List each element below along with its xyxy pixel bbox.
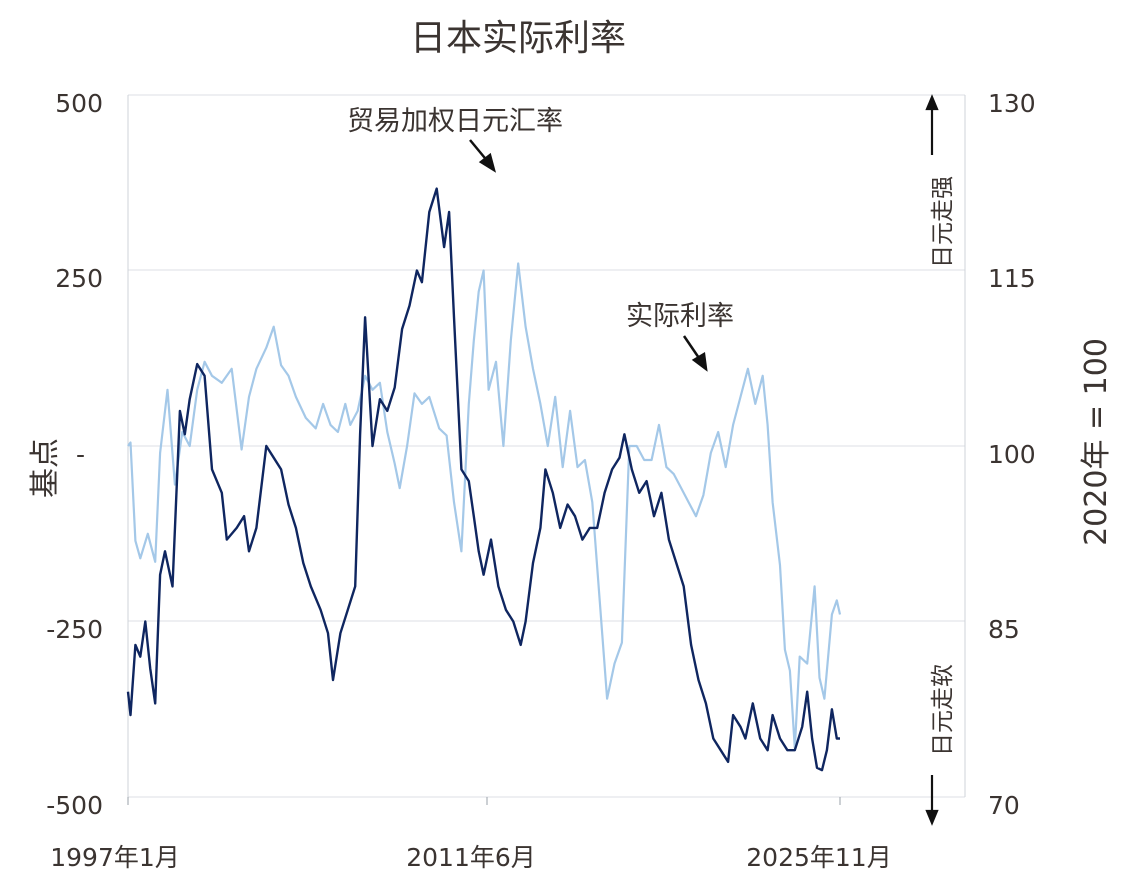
x-tick-label: 2011年6月 [406,843,536,872]
right-tick-label: 130 [988,89,1036,118]
yen-weak-label: 日元走软 [930,664,956,756]
yen-strong-label: 日元走强 [930,176,956,268]
real-rate-annotation: 实际利率 [626,301,734,332]
right-tick-label: 85 [988,615,1020,644]
left-tick-label: 250 [55,264,103,293]
yen-strong-indicator: 日元走强 [925,94,956,268]
series-layer [126,187,842,772]
right-tick-label: 100 [988,440,1036,469]
grid [128,94,965,798]
right-axis-ticks: 130 115 100 85 70 [988,89,1036,820]
left-tick-label: -500 [46,791,103,820]
right-tick-label: 70 [988,791,1020,820]
left-axis-title: 基点 [28,438,63,498]
left-axis-ticks: 500 250 - -250 -500 [46,89,103,820]
right-axis-title: 2020年 = 100 [1079,338,1114,546]
fx-annotation-arrow [469,139,497,173]
left-tick-label: 500 [55,89,103,118]
fx-series-line [126,187,840,772]
x-tick-label: 2025年11月 [746,843,891,872]
right-tick-label: 115 [988,264,1036,293]
real-rate-annotation-arrow [682,335,708,372]
left-tick-label: -250 [46,615,103,644]
left-tick-label: - [76,440,85,469]
fx-annotation: 贸易加权日元汇率 [347,106,563,137]
down-arrow-icon [925,775,939,826]
x-axis-ticks: 1997年1月 2011年6月 2025年11月 [50,843,891,872]
up-arrow-icon [925,94,939,155]
real-rate-series-line [127,262,842,749]
x-tick-label: 1997年1月 [50,843,180,872]
chart-title: 日本实际利率 [410,18,626,59]
yen-weak-indicator: 日元走软 [925,664,956,826]
